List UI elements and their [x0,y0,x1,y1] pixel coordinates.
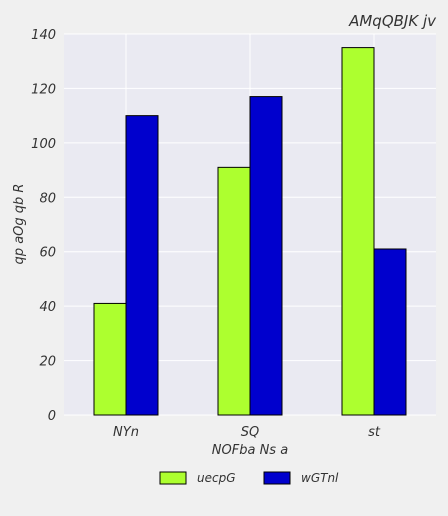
legend-label: uecpG [197,471,236,485]
legend-swatch [159,471,187,485]
bar [341,47,375,416]
bar [249,96,283,416]
chart-title: AMqQBJK jv [348,12,437,30]
bars [93,47,407,416]
x-axis-ticks: NYn SQ st [113,425,381,440]
x-tick-label: SQ [241,425,259,440]
bar [93,302,127,416]
y-tick-label: 60 [39,246,56,261]
bar [217,166,251,416]
x-tick-label: st [368,425,381,440]
y-axis-label: qp aOg qb R [12,184,27,265]
y-tick-label: 0 [48,409,56,424]
y-tick-label: 140 [31,28,56,43]
legend-label: wGTnl [301,471,339,485]
x-axis-label: NOFba Ns a [212,443,288,458]
y-tick-label: 40 [39,300,56,315]
legend: uecpG wGTnl [159,471,339,485]
y-tick-label: 20 [39,355,56,370]
y-tick-label: 120 [31,82,56,97]
bar [373,248,407,416]
bar [125,115,159,416]
legend-swatch [263,471,291,485]
y-tick-label: 80 [39,191,56,206]
y-axis-ticks: 0 20 40 60 80 100 120 140 [31,28,56,424]
y-tick-label: 100 [31,137,56,152]
x-tick-label: NYn [113,425,139,440]
